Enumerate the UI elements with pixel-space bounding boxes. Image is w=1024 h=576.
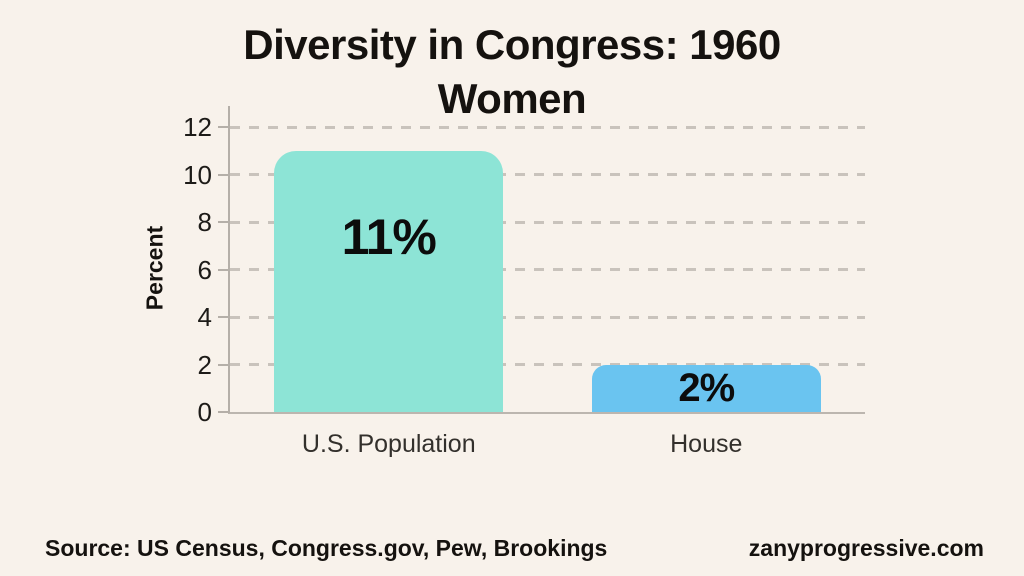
y-tick-label-6: 6: [197, 254, 212, 285]
y-axis-label: Percent: [141, 225, 168, 311]
gridline-2: [230, 363, 865, 367]
y-tickmark-2: [218, 363, 230, 366]
chart-title: Diversity in Congress: 1960 Women: [0, 18, 1024, 126]
y-tick-label-8: 8: [197, 207, 212, 238]
y-tickmark-12: [218, 126, 230, 129]
chart-title-line1: Diversity in Congress: 1960: [243, 21, 781, 68]
bar-u-s-population: 11%: [274, 151, 504, 412]
x-tick-label-1: U.S. Population: [301, 430, 476, 458]
y-tickmark-4: [218, 316, 230, 319]
y-tickmark-0: [218, 411, 230, 413]
y-tick-label-4: 4: [197, 302, 212, 333]
plot-area: 0 2 4 6 8 10 12 11% U.S. Population 2% House: [183, 106, 865, 458]
source-note: Source: US Census, Congress.gov, Pew, Br…: [45, 535, 608, 561]
y-tickmark-6: [218, 268, 230, 271]
bar-value-label: 2%: [678, 365, 735, 410]
x-tick-label-2: House: [670, 430, 743, 458]
bar-house: 2%: [591, 364, 821, 412]
gridline-6: [230, 268, 865, 272]
gridline-12: [230, 125, 865, 129]
gridline-8: [230, 220, 865, 224]
y-tick-label-2: 2: [197, 349, 212, 380]
bar-value-label: 11%: [341, 209, 437, 266]
y-tick-label-10: 10: [183, 159, 212, 190]
chart-title-line2: Women: [437, 75, 587, 122]
footer: Source: US Census, Congress.gov, Pew, Br…: [45, 535, 984, 562]
y-tick-label-0: 0: [197, 397, 212, 427]
website-credit: zanyprogressive.com: [748, 535, 984, 561]
y-tick-label-12: 12: [183, 112, 212, 143]
gridline-4: [230, 315, 865, 319]
gridline-10: [230, 173, 865, 177]
y-tickmark-10: [218, 173, 230, 176]
y-tickmark-8: [218, 221, 230, 224]
